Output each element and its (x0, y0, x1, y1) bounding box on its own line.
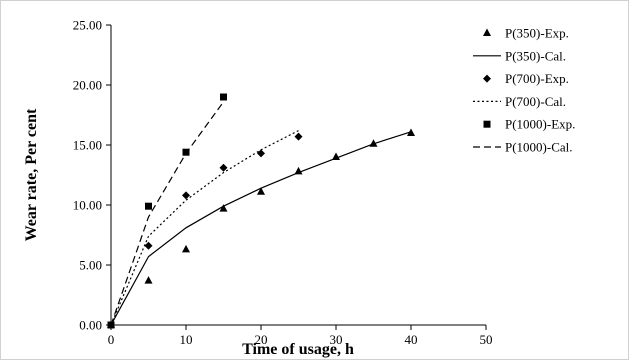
data-point-triangle (407, 128, 415, 136)
x-tick-label: 40 (405, 332, 418, 347)
data-point-diamond (182, 191, 190, 200)
x-ticks: 0 10 20 30 40 50 (108, 325, 493, 347)
x-tick-label: 10 (180, 332, 193, 347)
x-axis-title: Time of usage, h (242, 341, 354, 358)
legend-marker-swatch (483, 120, 491, 128)
legend-item: P(350)-Cal. (473, 48, 566, 63)
x-tick-label: 50 (480, 332, 493, 347)
legend-marker-swatch (483, 74, 491, 83)
data-point-triangle (182, 244, 190, 253)
data-point-diamond (219, 163, 228, 172)
y-axis-title: Wear rate, Per cent (23, 108, 40, 241)
data-point-triangle (332, 152, 340, 160)
y-tick-label: 15.00 (73, 138, 102, 153)
data-point-triangle (144, 276, 153, 284)
y-tick-label: 0.00 (79, 318, 102, 333)
series-line-3 (110, 130, 299, 326)
legend-label: P(1000)-Cal. (505, 140, 573, 155)
legend-item: P(700)-Cal. (473, 94, 566, 109)
series-markers-4 (107, 93, 227, 329)
y-tick-label: 20.00 (73, 78, 102, 93)
legend-label: P(350)-Exp. (505, 26, 569, 41)
data-point-diamond (294, 132, 303, 141)
data-point-square (107, 321, 115, 329)
data-point-triangle (294, 166, 303, 175)
data-point-diamond (144, 241, 153, 250)
data-point-square (145, 202, 152, 210)
legend-item: P(1000)-Cal. (473, 140, 573, 155)
legend-item: P(1000)-Exp. (483, 117, 575, 132)
legend-label: P(1000)-Exp. (505, 117, 575, 132)
data-point-triangle (257, 187, 265, 195)
legend-item: P(700)-Exp. (483, 71, 569, 86)
plot-area: 0 10 20 30 40 50 0.00 5.00 10.00 15.00 20.00 25.00 (73, 18, 493, 348)
x-tick-label: 30 (330, 332, 343, 347)
x-tick-label: 0 (108, 332, 115, 347)
marker-series-group (107, 93, 415, 329)
y-tick-label: 10.00 (73, 198, 102, 213)
legend-label: P(700)-Cal. (505, 94, 566, 109)
legend-label: P(700)-Exp. (505, 71, 569, 86)
x-tick-label: 20 (255, 332, 268, 347)
y-ticks: 0.00 5.00 10.00 15.00 20.00 25.00 (73, 18, 111, 333)
series-line-5 (110, 101, 224, 326)
data-point-triangle (369, 139, 378, 147)
y-tick-label: 25.00 (73, 18, 102, 33)
data-point-diamond (257, 149, 265, 158)
data-point-square (182, 148, 190, 156)
data-point-triangle (219, 204, 228, 212)
series-layer (107, 93, 415, 329)
data-point-square (220, 93, 227, 101)
legend-label: P(350)-Cal. (505, 48, 566, 63)
legend: P(350)-Exp. P(350)-Cal. P(700)-Exp. P(700)-… (473, 26, 575, 155)
y-tick-label: 5.00 (79, 258, 102, 273)
legend-marker-swatch (483, 28, 491, 36)
legend-item: P(350)-Exp. (483, 26, 569, 41)
